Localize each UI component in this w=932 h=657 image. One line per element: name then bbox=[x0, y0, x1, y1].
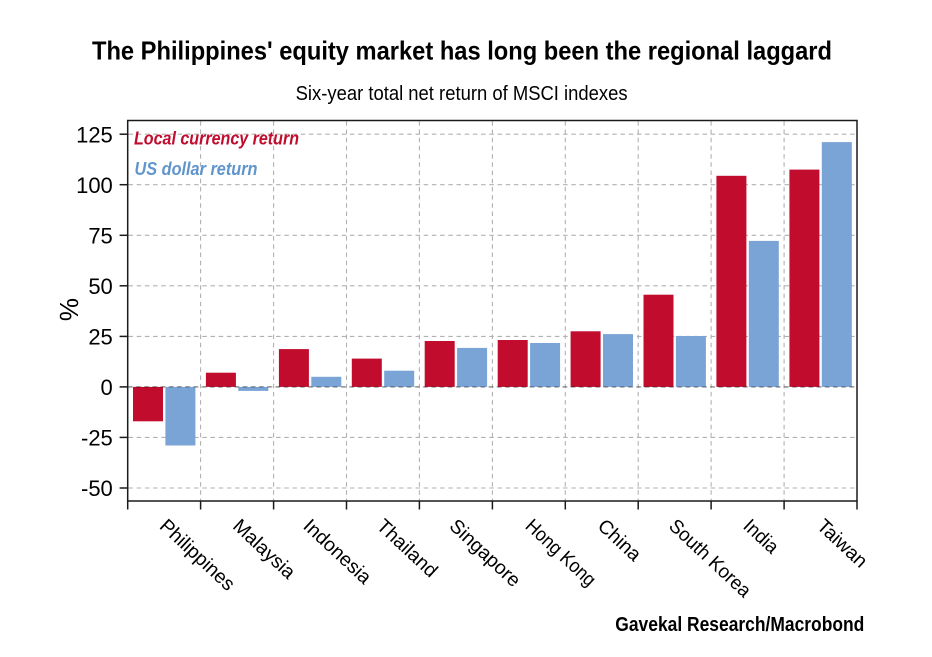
svg-text:Gavekal Research/Macrobond: Gavekal Research/Macrobond bbox=[615, 614, 864, 636]
svg-text:100: 100 bbox=[76, 173, 113, 198]
svg-text:-50: -50 bbox=[81, 476, 113, 501]
svg-text:US dollar return: US dollar return bbox=[135, 159, 258, 179]
svg-text:-25: -25 bbox=[81, 426, 113, 451]
svg-text:75: 75 bbox=[88, 224, 112, 249]
svg-text:0: 0 bbox=[101, 375, 113, 400]
svg-text:Six-year total net return of M: Six-year total net return of MSCI indexe… bbox=[296, 83, 628, 105]
svg-text:%: % bbox=[54, 298, 84, 321]
svg-text:125: 125 bbox=[76, 122, 113, 147]
svg-text:50: 50 bbox=[88, 274, 112, 299]
svg-text:25: 25 bbox=[88, 325, 112, 350]
svg-text:Local currency return: Local currency return bbox=[134, 129, 299, 149]
svg-text:The Philippines' equity market: The Philippines' equity market has long … bbox=[92, 35, 832, 65]
